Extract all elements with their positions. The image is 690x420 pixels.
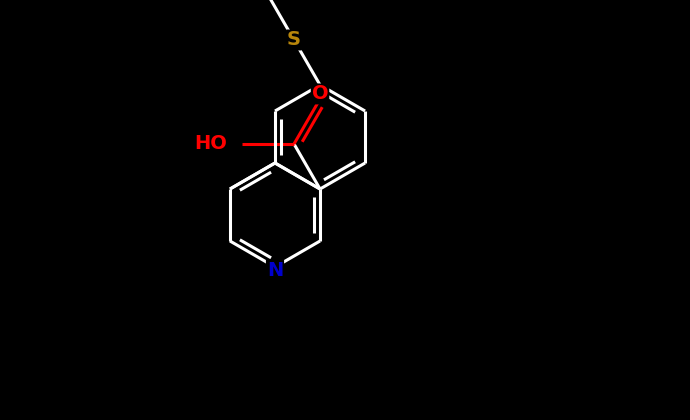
Text: N: N [267, 260, 283, 279]
Text: O: O [312, 84, 328, 103]
Text: HO: HO [194, 134, 227, 153]
Text: S: S [287, 31, 301, 50]
